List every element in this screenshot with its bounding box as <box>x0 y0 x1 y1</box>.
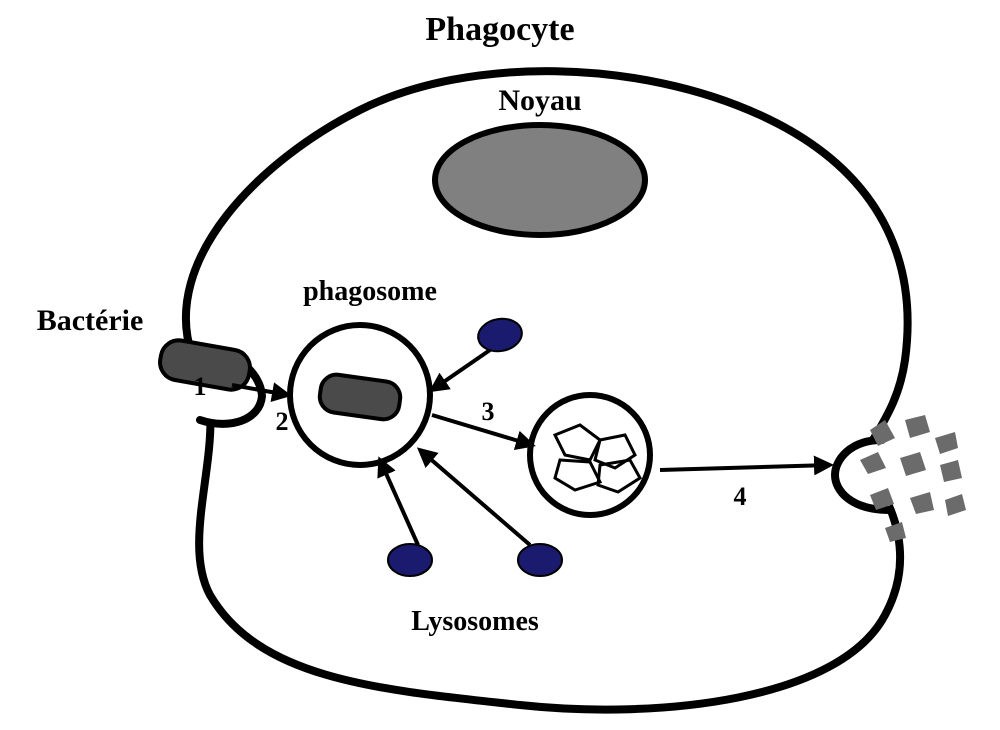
step-number-4: 4 <box>734 482 747 511</box>
phagolysosome <box>530 395 650 515</box>
lysosomes-label: Lysosomes <box>411 606 539 637</box>
lysosome-3 <box>518 544 562 576</box>
step-number-2: 2 <box>276 407 289 436</box>
nucleus-label: Noyau <box>498 84 581 117</box>
lysosome-2 <box>388 544 432 576</box>
bacterium-label: Bactérie <box>37 304 144 337</box>
phagosome-label: phagosome <box>303 276 437 307</box>
nucleus <box>435 125 645 235</box>
step-number-3: 3 <box>482 397 495 426</box>
title-label: Phagocyte <box>425 11 574 48</box>
step-number-1: 1 <box>194 372 207 401</box>
